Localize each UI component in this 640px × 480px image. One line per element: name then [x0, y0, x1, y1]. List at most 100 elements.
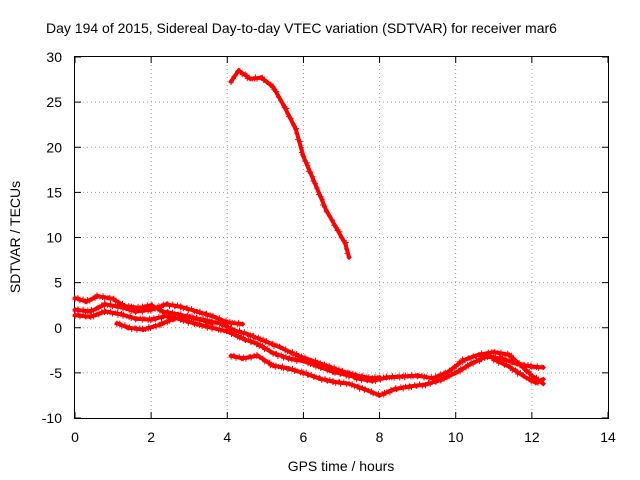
data-series [72, 68, 546, 399]
data-point [285, 355, 291, 361]
data-point [194, 321, 200, 327]
data-point [331, 379, 337, 385]
data-point [346, 254, 352, 260]
data-point [171, 316, 177, 322]
x-tick-label: 8 [376, 429, 384, 445]
y-tick-label: 25 [46, 94, 62, 110]
data-point [201, 318, 207, 323]
data-point [72, 312, 78, 318]
data-point [95, 293, 101, 299]
data-point [354, 375, 360, 381]
series-track-4 [114, 313, 215, 333]
data-point [247, 332, 253, 338]
plot-area-frame [74, 56, 609, 419]
x-tick-label: 6 [300, 429, 308, 445]
data-point [228, 353, 234, 359]
series-line [229, 68, 352, 260]
data-point [278, 345, 284, 351]
x-tick-label: 10 [448, 429, 464, 445]
data-point [529, 373, 535, 379]
y-tick-label: 30 [46, 49, 62, 65]
data-point [236, 68, 242, 73]
data-point [118, 311, 124, 317]
series-markers [228, 68, 350, 256]
data-point [399, 374, 405, 379]
data-point [533, 380, 539, 386]
data-point [491, 356, 497, 362]
data-point [224, 319, 230, 325]
data-point [240, 355, 245, 361]
data-point [422, 382, 428, 388]
data-point [460, 357, 466, 363]
data-point [342, 241, 348, 247]
data-point [240, 321, 245, 327]
data-point [346, 381, 352, 387]
series-track-2 [72, 300, 245, 328]
data-point [160, 309, 166, 314]
data-point [228, 78, 234, 84]
data-point [384, 374, 390, 380]
data-point [491, 349, 497, 355]
data-point [114, 320, 120, 326]
data-point [300, 370, 306, 376]
data-point [521, 374, 527, 379]
data-point [87, 309, 93, 314]
data-point [331, 369, 337, 375]
x-tick-label: 2 [147, 429, 155, 445]
data-point [270, 84, 276, 90]
y-tick-label: 10 [46, 230, 62, 246]
data-point [407, 383, 413, 389]
data-point [453, 370, 459, 376]
data-point [506, 352, 512, 358]
data-point [133, 316, 139, 322]
data-point [247, 76, 253, 82]
series-track-7 [354, 349, 546, 387]
data-point [361, 386, 367, 392]
y-tick-label: 5 [54, 275, 62, 291]
x-tick-label: 4 [223, 429, 231, 445]
data-point [270, 363, 276, 369]
data-point [476, 352, 482, 358]
data-point [323, 207, 329, 213]
data-point [72, 295, 78, 301]
data-point [285, 365, 291, 371]
data-point [506, 364, 512, 370]
data-point [209, 325, 215, 331]
data-point [335, 227, 341, 233]
data-point [209, 313, 215, 319]
y-tick-label: 0 [54, 320, 62, 336]
data-point [377, 392, 383, 398]
data-point [430, 375, 436, 381]
y-tick-label: 20 [46, 139, 62, 155]
data-point [316, 375, 322, 381]
data-point [270, 350, 276, 356]
data-point [72, 307, 78, 313]
data-point [540, 376, 546, 382]
data-point [148, 317, 154, 323]
data-point [217, 320, 223, 326]
data-point [415, 373, 421, 379]
y-tick-label: -5 [50, 365, 63, 381]
y-axis-label: SDTVAR / TECUs [7, 181, 23, 293]
data-point [103, 301, 108, 307]
data-point [521, 365, 527, 371]
data-point [156, 322, 162, 328]
data-point [83, 299, 89, 305]
data-point [163, 301, 169, 307]
x-tick-label: 14 [600, 429, 616, 445]
data-point [281, 104, 287, 110]
data-point [468, 361, 474, 367]
data-point [529, 364, 535, 370]
data-point [194, 309, 200, 314]
data-point [262, 338, 268, 344]
data-point [118, 304, 124, 310]
data-point [209, 320, 215, 326]
y-tick-label: -10 [42, 410, 62, 426]
x-tick-label: 0 [71, 429, 79, 445]
data-point [148, 302, 154, 308]
data-point [445, 369, 451, 375]
data-point [255, 353, 261, 359]
series-track-8 [491, 356, 546, 386]
x-tick-label: 12 [524, 429, 540, 445]
